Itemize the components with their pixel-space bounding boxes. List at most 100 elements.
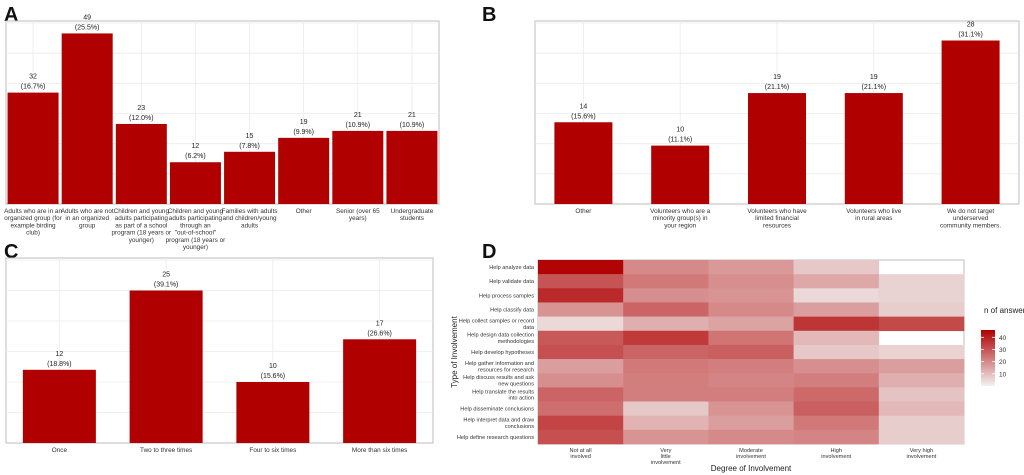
heatmap-cell [793,316,880,332]
heatmap-cell [793,401,880,416]
heatmap-cell [623,274,709,289]
bar-value-label: 15 [246,133,254,140]
legend-title: n of answers [984,306,1024,315]
bar-percent-label: (10.9%) [346,122,371,129]
bar-value-label: 10 [269,363,277,370]
x-tick-label: involvement [906,454,936,460]
heatmap-cell [623,316,709,332]
heatmap-cell [793,288,880,303]
panel-c-bars [22,290,417,443]
x-tick-label: group [79,222,96,229]
heatmap-cell [623,373,709,388]
y-tick-label: Help define research questions [457,435,534,441]
bar-percent-label: (26.6%) [367,330,392,337]
x-tick-label: Once [52,447,68,454]
heatmap-cell [708,274,794,289]
bar-percent-label: (7.8%) [239,143,260,150]
bar-percent-label: (25.5%) [75,24,100,31]
x-tick-label: younger) [183,244,208,251]
bar-percent-label: (6.2%) [185,153,206,160]
heatmap-cell [623,415,709,431]
x-tick-label: younger) [129,237,154,244]
x-tick-label: "out-of-school" [175,230,216,237]
heatmap-cell [708,415,794,431]
bar [651,145,710,204]
x-tick-label: Undergraduate [391,208,434,215]
bar-value-label: 12 [55,351,63,358]
heatmap-cell [538,288,624,303]
heatmap-cell [793,429,880,445]
bar [61,33,113,204]
bar-value-label: 19 [870,74,878,81]
bar [115,123,167,204]
heatmap-cell [793,260,880,275]
y-tick-label: data [523,325,535,331]
panel-d-y-tick-labels: Help analyze data Help validate data Help … [457,265,535,441]
heatmap-cell [793,373,880,388]
y-tick-label: new questions [498,381,534,387]
heatmap-cell [623,429,709,445]
bar-value-label: 19 [300,119,308,126]
x-tick-label: involvement [651,460,681,466]
heatmap-cell [708,344,794,360]
x-tick-label: Moderate [739,448,763,454]
heatmap-cell [878,415,965,431]
panel-c-data-labels: 12 (18.8%) 25 (39.1%) 10 (15.6%) 17 (26.6%) [47,272,392,381]
bar [332,130,384,204]
heatmap-cell [878,429,965,445]
heatmap-cell [538,429,624,445]
heatmap-cell [793,330,880,346]
x-tick-label: and children/young [223,215,277,222]
legend-tick-label: 30 [999,347,1007,354]
bar-percent-label: (9.9%) [293,129,314,136]
legend-tick-label: 20 [999,359,1007,366]
heatmap-cell [793,359,880,374]
heatmap-cell [538,415,624,431]
x-tick-label: students [400,215,424,222]
bar-percent-label: (11.1%) [668,137,692,144]
y-tick-label: Help interpret data and draw [463,418,535,424]
x-tick-label: Other [296,208,313,215]
panel-label-b: B [482,4,496,26]
heatmap-cell [878,344,965,360]
heatmap-cell [623,344,709,360]
heatmap-cell [708,401,794,416]
bar-value-label: 14 [580,103,588,110]
bar-value-label: 19 [773,74,781,81]
x-tick-label: Children and young [114,208,170,215]
panel-d-color-legend: n of answers 10 20 30 40 [981,306,1024,386]
legend-tick-label: 40 [999,335,1007,342]
heatmap-cell [538,330,624,346]
bar-value-label: 49 [83,14,91,21]
heatmap-cell [538,316,624,332]
heatmap-cell [538,274,624,289]
bar-percent-label: (16.7%) [21,84,46,91]
x-tick-label: resources [763,222,791,229]
x-tick-label: Senior (over 65 [336,208,380,215]
bar [236,382,310,443]
x-tick-label: Other [575,208,592,215]
x-tick-label: example birding [11,222,57,229]
x-tick-label: Very high [910,448,933,454]
heatmap-cell [538,401,624,416]
panel-d-heatmap-cells [538,260,965,445]
heatmap-cell [878,401,965,416]
bar-value-label: 17 [376,320,384,327]
x-tick-label: years) [349,215,367,222]
bar [748,93,806,204]
heatmap-cell [623,302,709,317]
x-tick-label: We do not target [947,208,994,215]
bar-value-label: 21 [408,112,416,119]
x-tick-label: Not at all [570,448,592,454]
legend-color-bar [981,330,995,386]
x-tick-label: Volunteers who are a [650,208,710,215]
heatmap-cell [708,330,794,346]
y-tick-label: Help analyze data [489,265,535,271]
x-tick-label: Children and young [168,208,224,215]
x-tick-label: Two to three times [140,447,192,454]
bar-value-label: 32 [29,74,37,81]
y-tick-label: Help classify data [490,308,535,314]
x-tick-label: Very [660,448,671,454]
